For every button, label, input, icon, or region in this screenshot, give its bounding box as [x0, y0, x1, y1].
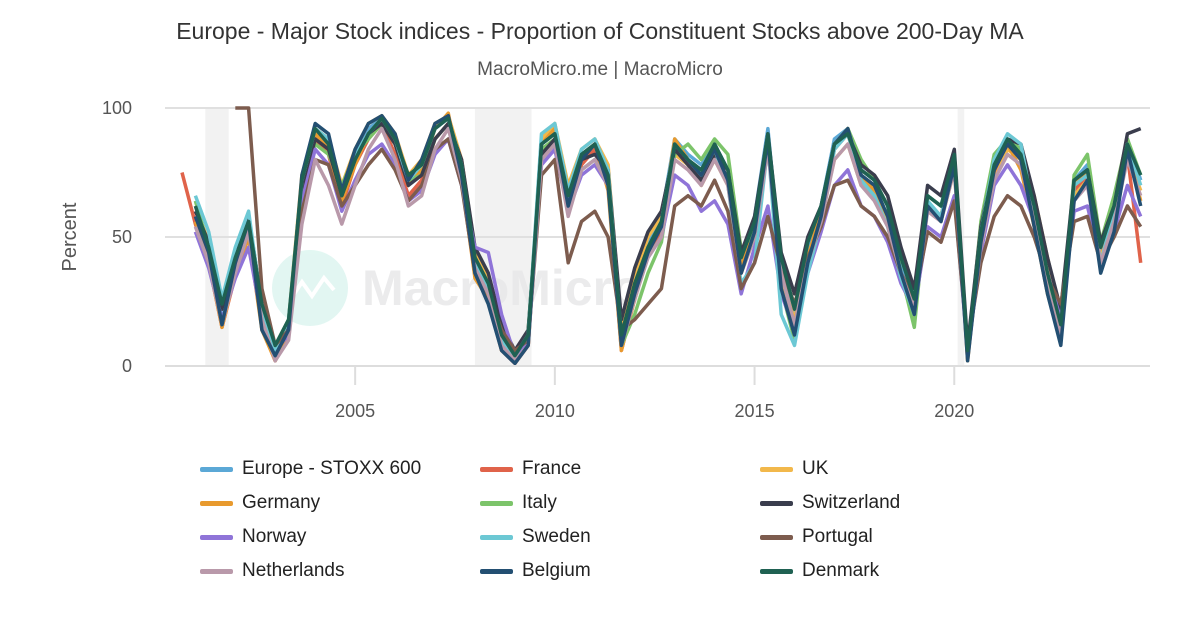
legend-item[interactable]: Denmark — [760, 560, 879, 582]
legend-swatch — [480, 534, 513, 540]
legend-label: France — [522, 458, 582, 479]
series-line-portugal — [235, 106, 1143, 353]
y-tick-label: 100 — [102, 98, 132, 118]
legend-item[interactable]: Belgium — [480, 560, 591, 582]
legend-label: Europe - STOXX 600 — [242, 458, 422, 479]
y-axis-label: Percent — [59, 202, 81, 271]
legend-label: Switzerland — [802, 492, 901, 513]
x-tick-label: 2015 — [735, 401, 775, 421]
watermark-logo — [272, 250, 348, 326]
legend-swatch — [200, 534, 233, 540]
legend-item[interactable]: Italy — [480, 492, 557, 514]
legend-swatch — [760, 500, 793, 506]
watermark: MacroMicro — [272, 250, 643, 326]
legend-swatch — [200, 500, 233, 506]
legend-label: Sweden — [522, 526, 591, 547]
series-line-denmark — [193, 116, 1143, 358]
legend-swatch — [200, 466, 233, 472]
legend-item[interactable]: Europe - STOXX 600 — [200, 458, 421, 480]
chart-title: Europe - Major Stock indices - Proportio… — [176, 18, 1024, 44]
legend-label: Denmark — [802, 560, 880, 581]
legend-item[interactable]: Switzerland — [760, 492, 900, 514]
legend-label: Portugal — [802, 526, 873, 547]
watermark-logo-mark — [288, 274, 336, 302]
x-tick-label: 2020 — [934, 401, 974, 421]
legend-swatch — [480, 500, 513, 506]
legend-item[interactable]: Netherlands — [200, 560, 344, 582]
y-tick-label: 50 — [112, 227, 132, 247]
legend-swatch — [760, 466, 793, 472]
legend-swatch — [760, 568, 793, 574]
legend-label: Italy — [522, 492, 557, 513]
legend-label: Belgium — [522, 560, 591, 581]
y-tick-label: 0 — [122, 356, 132, 376]
legend-swatch — [200, 568, 233, 574]
legend-item[interactable]: Germany — [200, 492, 320, 514]
legend-item[interactable]: UK — [760, 458, 828, 480]
legend-item[interactable]: France — [480, 458, 581, 480]
x-tick-label: 2005 — [335, 401, 375, 421]
chart-subtitle: MacroMicro.me | MacroMicro — [477, 59, 723, 80]
x-tick-label: 2010 — [535, 401, 575, 421]
legend-swatch — [760, 534, 793, 540]
legend-label: UK — [802, 458, 829, 479]
legend-label: Germany — [242, 492, 321, 513]
legend-swatch — [480, 466, 513, 472]
legend-item[interactable]: Portugal — [760, 526, 873, 548]
legend-label: Norway — [242, 526, 307, 547]
watermark-text: MacroMicro — [362, 260, 643, 316]
legend-item[interactable]: Sweden — [480, 526, 591, 548]
legend-item[interactable]: Norway — [200, 526, 306, 548]
legend-label: Netherlands — [242, 560, 345, 581]
legend-swatch — [480, 568, 513, 574]
